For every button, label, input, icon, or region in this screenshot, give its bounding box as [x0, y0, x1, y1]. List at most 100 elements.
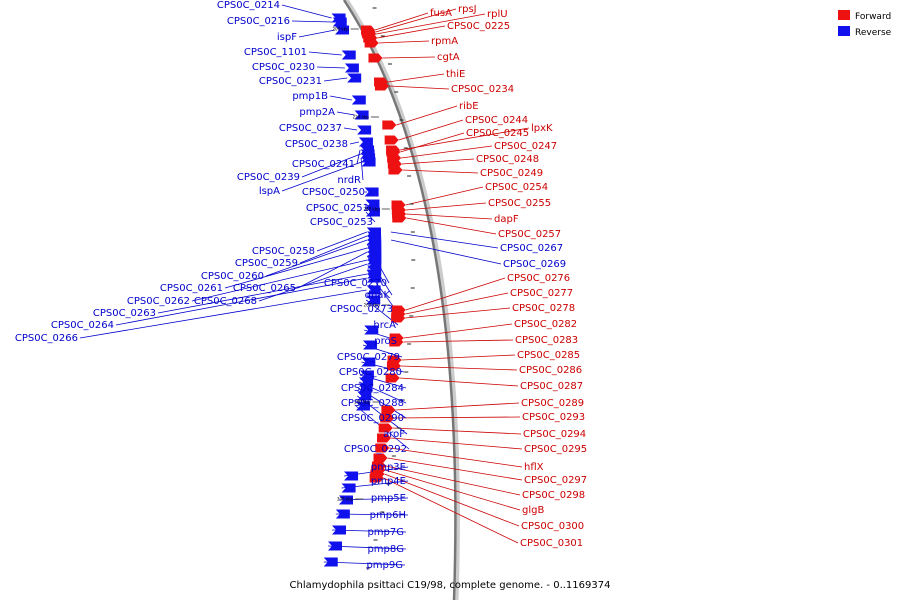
reverse-gene-label: CPS0C_0237	[279, 123, 342, 134]
reverse-gene-label: pmp2A	[299, 107, 335, 118]
forward-connector	[406, 213, 493, 220]
forward-gene-label: CPS0C_0234	[451, 84, 514, 95]
legend-forward-label: Forward	[855, 12, 891, 22]
reverse-gene-label: CPS0C_0230	[252, 62, 315, 73]
reverse-connector	[191, 259, 368, 302]
reverse-gene-label: CPS0C_0269	[503, 259, 566, 270]
reverse-gene-label: CPS0C_0239	[237, 172, 300, 183]
forward-gene-label: cgtA	[437, 52, 460, 63]
reverse-feature	[364, 325, 379, 335]
reverse-feature	[327, 541, 342, 551]
map-caption: Chlamydophila psittaci C19/98, complete …	[290, 580, 611, 591]
forward-connector	[406, 217, 497, 235]
reverse-gene-label: pmp7G	[367, 527, 404, 538]
scale-tick-label: 220 kbp	[353, 115, 370, 120]
scale-tick-label: 300 kbp	[337, 497, 354, 502]
forward-feature	[373, 453, 388, 463]
reverse-gene-label: pmp9G	[366, 560, 403, 571]
forward-gene-label: CPS0C_0254	[485, 182, 548, 193]
forward-connector	[382, 56, 436, 59]
reverse-gene-label: CPS0C_0260	[201, 271, 264, 282]
reverse-gene-label: CPS0C_1101	[244, 47, 307, 58]
reverse-gene-label: CPS0C_0279	[337, 352, 400, 363]
reverse-feature	[339, 495, 353, 505]
forward-gene-label: CPS0C_0277	[510, 288, 573, 299]
forward-connector	[402, 169, 479, 174]
forward-connector	[377, 25, 446, 39]
forward-feature	[369, 473, 384, 483]
forward-connector	[378, 40, 430, 44]
reverse-connector	[224, 247, 368, 289]
forward-gene-label: CPS0C_0283	[515, 335, 578, 346]
reverse-connector	[298, 29, 336, 38]
forward-connector	[396, 105, 458, 126]
scale-tick-label: 280 kbp	[354, 400, 371, 405]
forward-gene-label: CPS0C_0247	[494, 141, 557, 152]
forward-connector	[388, 85, 450, 90]
forward-feature	[386, 361, 401, 371]
reverse-gene-label: aroF	[383, 429, 405, 440]
forward-connector	[389, 447, 523, 468]
reverse-connector	[281, 161, 362, 192]
reverse-feature	[354, 110, 369, 120]
reverse-gene-label: CPS0C_0284	[341, 383, 404, 394]
reverse-feature	[335, 509, 350, 519]
reverse-connector	[390, 231, 499, 249]
forward-connector	[374, 12, 429, 31]
reverse-feature	[347, 73, 362, 83]
forward-feature	[380, 413, 395, 423]
forward-gene-label: CPS0C_0295	[524, 444, 587, 455]
forward-connector	[405, 202, 487, 211]
reverse-connector	[297, 251, 368, 289]
reverse-connector	[336, 111, 355, 116]
reverse-connector	[316, 231, 368, 252]
reverse-connector	[115, 277, 368, 326]
forward-gene-label: CPS0C_0249	[480, 168, 543, 179]
reverse-connector	[265, 239, 368, 277]
forward-connector	[405, 292, 509, 315]
forward-connector	[401, 354, 516, 361]
reverse-feature	[344, 471, 359, 481]
scale-tick-label: 240 kbp	[363, 207, 380, 212]
reverse-feature	[344, 63, 359, 73]
reverse-gene-label: CPS0C_0214	[217, 0, 280, 11]
reverse-gene-label: CPS0C_0253	[310, 217, 373, 228]
legend-forward-swatch	[838, 10, 850, 20]
reverse-feature	[363, 340, 378, 350]
reverse-gene-label: CPS0C_0280	[339, 367, 402, 378]
forward-feature	[388, 165, 403, 175]
reverse-feature	[358, 137, 373, 147]
reverse-feature	[357, 125, 372, 135]
reverse-gene-label: CPS0C_0250	[302, 187, 365, 198]
reverse-feature	[332, 17, 347, 27]
forward-gene-label: thiE	[446, 69, 465, 80]
reverse-feature	[332, 525, 347, 535]
forward-gene-label: lpxK	[531, 123, 553, 134]
reverse-connector	[349, 141, 360, 145]
reverse-gene-label: CPS0C_0263	[93, 308, 156, 319]
forward-gene-label: CPS0C_0293	[522, 412, 585, 423]
forward-feature	[384, 135, 399, 145]
reverse-connector	[281, 4, 332, 19]
reverse-feature	[341, 50, 356, 60]
reverse-gene-label: lspA	[259, 186, 280, 197]
forward-gene-label: CPS0C_0278	[512, 303, 575, 314]
reverse-feature	[361, 157, 376, 167]
forward-gene-label: CPS0C_0294	[523, 429, 586, 440]
forward-feature	[385, 373, 400, 383]
forward-gene-label: CPS0C_0282	[514, 319, 577, 330]
forward-gene-label: glgB	[522, 505, 544, 516]
forward-connector	[384, 473, 520, 527]
reverse-connector	[343, 127, 358, 131]
forward-gene-label: CPS0C_0244	[465, 115, 528, 126]
scale-ticks: 200 kbp 220 kbp 240 kbp 260 kbp 280 kbp 300 k…	[332, 7, 416, 569]
reverse-connector	[356, 149, 361, 165]
reverse-feature	[358, 383, 373, 393]
forward-gene-label: dapF	[494, 214, 519, 225]
forward-gene-label: CPS0C_0276	[507, 273, 570, 284]
legend: Forward Reverse	[838, 10, 892, 38]
forward-gene-label: CPS0C_0298	[522, 490, 585, 501]
reverse-feature	[366, 285, 381, 295]
